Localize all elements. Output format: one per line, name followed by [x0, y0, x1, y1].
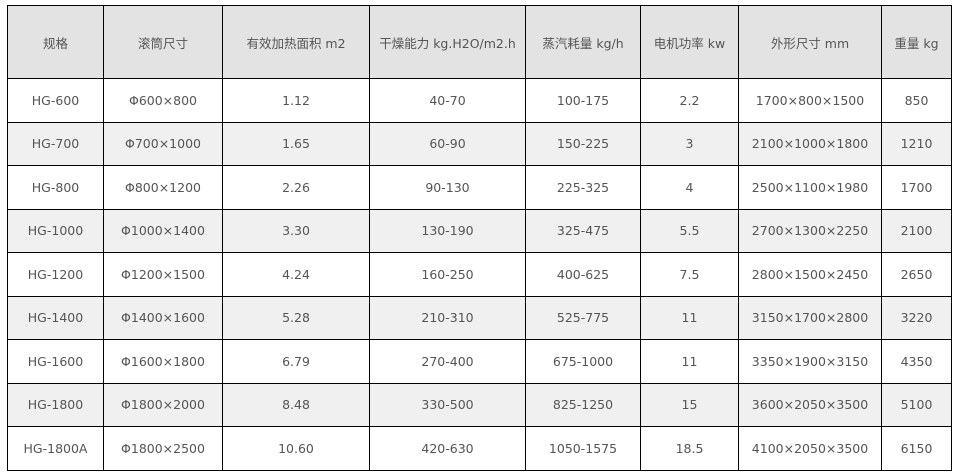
- table-cell: Φ1400×1600: [103, 295, 223, 340]
- table-cell: 90-130: [369, 165, 526, 210]
- table-row: HG-600 Φ600×800 1.12 40-70 100-175 2.2 1700×80…: [7, 78, 952, 123]
- table-cell: HG-1000: [7, 208, 104, 253]
- table-cell: Φ1800×2500: [103, 426, 223, 471]
- table-cell: 325-475: [525, 208, 641, 253]
- table-cell: 825-1250: [525, 382, 641, 427]
- table-cell: 1.12: [222, 78, 370, 123]
- table-cell: 1050-1575: [525, 426, 641, 471]
- table-cell: 6.79: [222, 339, 370, 384]
- table-cell: Φ800×1200: [103, 165, 223, 210]
- table-cell: HG-1800: [7, 382, 104, 427]
- table-cell: HG-600: [7, 78, 104, 123]
- column-header: 电机功率 kw: [640, 5, 739, 79]
- table-cell: 400-625: [525, 252, 641, 297]
- table-cell: 3150×1700×2800: [738, 295, 882, 340]
- table-cell: HG-800: [7, 165, 104, 210]
- table-cell: 6150: [881, 426, 952, 471]
- table-row: HG-700 Φ700×1000 1.65 60-90 150-225 3 2100×100…: [7, 121, 952, 166]
- table-cell: 270-400: [369, 339, 526, 384]
- table-cell: 2700×1300×2250: [738, 208, 882, 253]
- table-cell: 11: [640, 339, 739, 384]
- table-cell: Φ700×1000: [103, 121, 223, 166]
- table-cell: 5.5: [640, 208, 739, 253]
- column-header: 蒸汽耗量 kg/h: [525, 5, 641, 79]
- table-row: HG-1600 Φ1600×1800 6.79 270-400 675-1000 11 33…: [7, 339, 952, 384]
- table-cell: 5.28: [222, 295, 370, 340]
- table-cell: 2.26: [222, 165, 370, 210]
- column-header: 规格: [7, 5, 104, 79]
- column-header: 外形尺寸 mm: [738, 5, 882, 79]
- table-cell: Φ1000×1400: [103, 208, 223, 253]
- table-row: HG-1800A Φ1800×2500 10.60 420-630 1050-1575 1…: [7, 426, 952, 471]
- table-cell: 2.2: [640, 78, 739, 123]
- spec-table: 规格 滚筒尺寸 有效加热面积 m2 干燥能力 kg.H2O/m2.h 蒸汽耗量 kg/h…: [7, 5, 952, 471]
- table-cell: 100-175: [525, 78, 641, 123]
- column-header: 重量 kg: [881, 5, 952, 79]
- table-cell: 330-500: [369, 382, 526, 427]
- table-row: HG-800 Φ800×1200 2.26 90-130 225-325 4 2500×11…: [7, 165, 952, 210]
- table-cell: Φ600×800: [103, 78, 223, 123]
- table-cell: 11: [640, 295, 739, 340]
- table-cell: HG-1200: [7, 252, 104, 297]
- table-cell: Φ1800×2000: [103, 382, 223, 427]
- table-cell: 130-190: [369, 208, 526, 253]
- header-row: 规格 滚筒尺寸 有效加热面积 m2 干燥能力 kg.H2O/m2.h 蒸汽耗量 kg/h…: [7, 5, 952, 79]
- table-row: HG-1800 Φ1800×2000 8.48 330-500 825-1250 15 36…: [7, 382, 952, 427]
- table-cell: 40-70: [369, 78, 526, 123]
- table-cell: Φ1200×1500: [103, 252, 223, 297]
- table-cell: 2800×1500×2450: [738, 252, 882, 297]
- table-cell: 8.48: [222, 382, 370, 427]
- table-cell: 210-310: [369, 295, 526, 340]
- table-cell: 3350×1900×3150: [738, 339, 882, 384]
- table-cell: 18.5: [640, 426, 739, 471]
- table-cell: 7.5: [640, 252, 739, 297]
- table-cell: 420-630: [369, 426, 526, 471]
- table-cell: 4: [640, 165, 739, 210]
- table-cell: 2100: [881, 208, 952, 253]
- table-cell: 4.24: [222, 252, 370, 297]
- table-cell: 2100×1000×1800: [738, 121, 882, 166]
- table-cell: 3220: [881, 295, 952, 340]
- table-cell: 675-1000: [525, 339, 641, 384]
- table-cell: 3.30: [222, 208, 370, 253]
- table-cell: HG-1800A: [7, 426, 104, 471]
- table-cell: 3: [640, 121, 739, 166]
- table-cell: 5100: [881, 382, 952, 427]
- table-cell: 150-225: [525, 121, 641, 166]
- column-header: 干燥能力 kg.H2O/m2.h: [369, 5, 526, 79]
- table-cell: HG-1400: [7, 295, 104, 340]
- table-cell: 850: [881, 78, 952, 123]
- table-row: HG-1200 Φ1200×1500 4.24 160-250 400-625 7.5 28…: [7, 252, 952, 297]
- table-cell: 1210: [881, 121, 952, 166]
- table-cell: 15: [640, 382, 739, 427]
- table-cell: HG-1600: [7, 339, 104, 384]
- column-header: 有效加热面积 m2: [222, 5, 370, 79]
- table-cell: 160-250: [369, 252, 526, 297]
- table-cell: 4350: [881, 339, 952, 384]
- table-cell: HG-700: [7, 121, 104, 166]
- table-cell: 2650: [881, 252, 952, 297]
- table-cell: 225-325: [525, 165, 641, 210]
- table-cell: 1700: [881, 165, 952, 210]
- table-cell: 2500×1100×1980: [738, 165, 882, 210]
- table-row: HG-1400 Φ1400×1600 5.28 210-310 525-775 11 315…: [7, 295, 952, 340]
- table-cell: 525-775: [525, 295, 641, 340]
- table-cell: 3600×2050×3500: [738, 382, 882, 427]
- column-header: 滚筒尺寸: [103, 5, 223, 79]
- table-cell: 10.60: [222, 426, 370, 471]
- table-cell: 4100×2050×3500: [738, 426, 882, 471]
- table-cell: 1700×800×1500: [738, 78, 882, 123]
- table-row: HG-1000 Φ1000×1400 3.30 130-190 325-475 5.5 27…: [7, 208, 952, 253]
- table-cell: Φ1600×1800: [103, 339, 223, 384]
- table-cell: 1.65: [222, 121, 370, 166]
- table-cell: 60-90: [369, 121, 526, 166]
